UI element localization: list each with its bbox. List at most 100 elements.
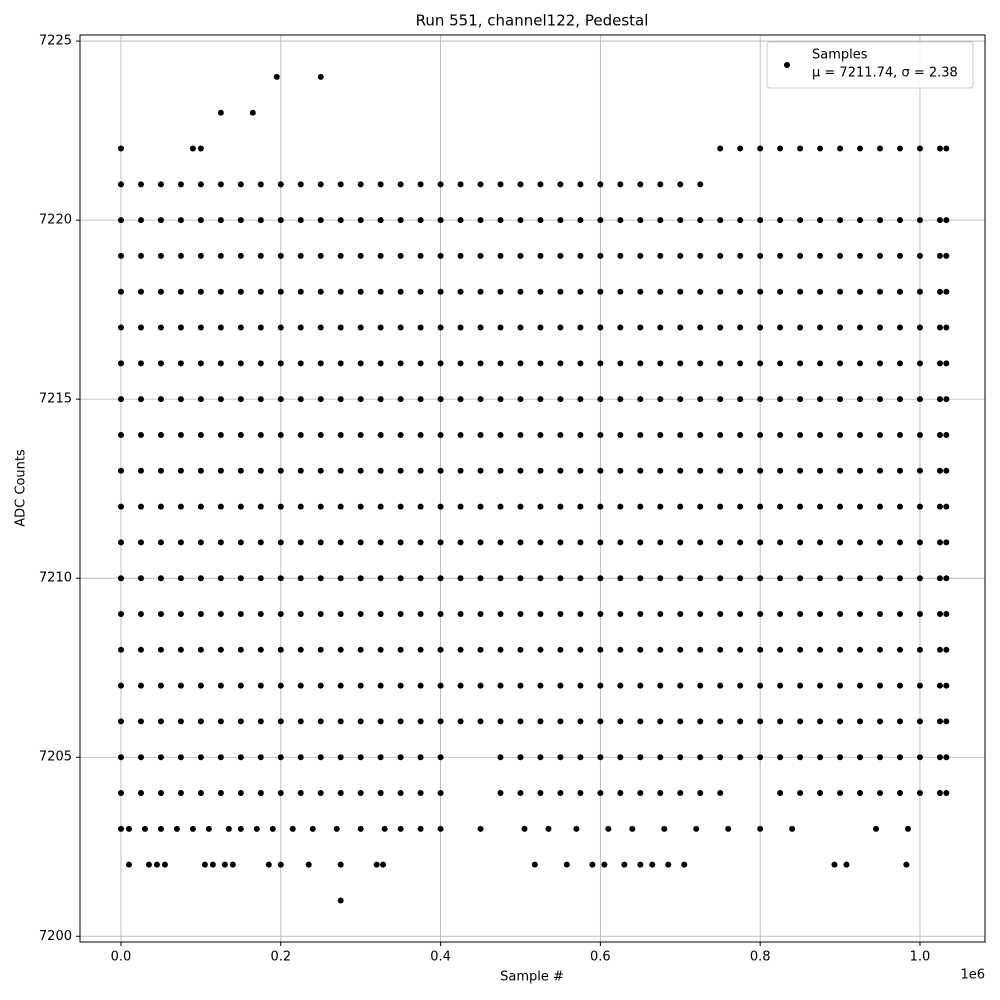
sample-point <box>537 539 544 546</box>
sample-point <box>297 503 304 510</box>
sample-point <box>157 360 164 367</box>
sample-point <box>537 181 544 188</box>
sample-point <box>297 217 304 224</box>
sample-point <box>697 252 704 259</box>
sample-point <box>237 431 244 438</box>
sample-point <box>817 431 824 438</box>
sample-point <box>697 539 704 546</box>
sample-point <box>896 396 903 403</box>
sample-point <box>877 252 884 259</box>
sample-point <box>337 396 344 403</box>
sample-point <box>197 718 204 725</box>
sample-point <box>916 718 923 725</box>
sample-point <box>417 217 424 224</box>
sample-point <box>417 682 424 689</box>
sample-point <box>277 467 284 474</box>
sample-point <box>677 575 684 582</box>
sample-point <box>357 217 364 224</box>
sample-point <box>357 288 364 295</box>
sample-point <box>257 646 264 653</box>
sample-point <box>337 324 344 331</box>
sample-point <box>397 324 404 331</box>
sample-point <box>896 360 903 367</box>
sample-point <box>277 503 284 510</box>
sample-point <box>117 431 124 438</box>
sample-point <box>597 754 604 761</box>
sample-point <box>637 467 644 474</box>
sample-point <box>737 575 744 582</box>
sample-point <box>693 825 700 832</box>
sample-point <box>337 718 344 725</box>
sample-point <box>657 217 664 224</box>
sample-point <box>517 467 524 474</box>
sample-point <box>737 252 744 259</box>
sample-point <box>777 646 784 653</box>
sample-point <box>217 109 224 116</box>
sample-point <box>601 861 608 868</box>
sample-point <box>637 861 644 868</box>
sample-point <box>397 217 404 224</box>
sample-point <box>117 575 124 582</box>
y-tick-label: 7210 <box>39 571 72 586</box>
sample-point <box>357 360 364 367</box>
sample-point <box>237 467 244 474</box>
sample-point <box>837 718 844 725</box>
sample-point <box>797 217 804 224</box>
sample-point <box>265 861 272 868</box>
sample-point <box>477 611 484 618</box>
sample-point <box>437 288 444 295</box>
sample-point <box>217 324 224 331</box>
sample-point <box>397 575 404 582</box>
sample-point <box>377 288 384 295</box>
sample-point <box>797 754 804 761</box>
sample-point <box>477 575 484 582</box>
sample-point <box>677 539 684 546</box>
sample-point <box>557 467 564 474</box>
sample-point <box>857 646 864 653</box>
sample-point <box>417 181 424 188</box>
sample-point <box>137 431 144 438</box>
sample-point <box>377 718 384 725</box>
sample-point <box>217 754 224 761</box>
sample-point <box>943 360 950 367</box>
sample-point <box>777 539 784 546</box>
sample-point <box>677 467 684 474</box>
sample-point <box>197 324 204 331</box>
sample-point <box>943 467 950 474</box>
sample-point <box>943 646 950 653</box>
sample-point <box>117 467 124 474</box>
sample-point <box>537 288 544 295</box>
sample-point <box>137 718 144 725</box>
sample-point <box>936 217 943 224</box>
sample-point <box>417 646 424 653</box>
sample-point <box>617 718 624 725</box>
sample-point <box>377 360 384 367</box>
sample-point <box>457 252 464 259</box>
sample-point <box>916 288 923 295</box>
sample-point <box>337 431 344 438</box>
sample-point <box>717 754 724 761</box>
sample-point <box>517 611 524 618</box>
sample-point <box>777 611 784 618</box>
sample-point <box>557 181 564 188</box>
sample-point <box>537 503 544 510</box>
sample-point <box>557 790 564 797</box>
sample-point <box>677 360 684 367</box>
sample-point <box>797 575 804 582</box>
sample-point <box>437 754 444 761</box>
sample-point <box>617 682 624 689</box>
sample-point <box>717 575 724 582</box>
sample-point <box>531 861 538 868</box>
sample-point <box>657 754 664 761</box>
sample-point <box>665 861 672 868</box>
sample-point <box>217 431 224 438</box>
sample-point <box>577 539 584 546</box>
sample-point <box>657 467 664 474</box>
sample-point <box>237 396 244 403</box>
sample-point <box>617 217 624 224</box>
sample-point <box>497 611 504 618</box>
sample-point <box>757 396 764 403</box>
sample-point <box>637 575 644 582</box>
sample-point <box>605 825 612 832</box>
sample-point <box>357 575 364 582</box>
